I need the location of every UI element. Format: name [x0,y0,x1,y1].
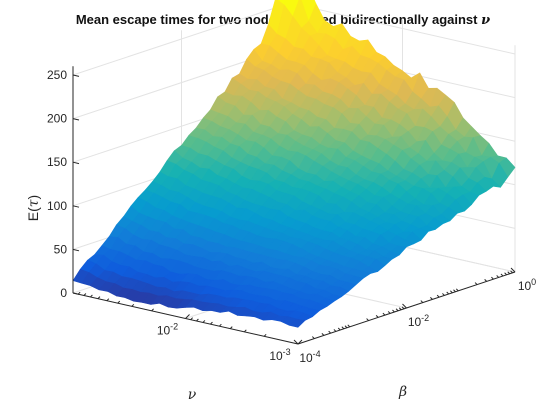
y-tick-mark [402,303,407,309]
x-minor-tick [243,329,247,333]
y-minor-tick [510,270,513,274]
y-minor-tick [366,318,369,321]
surface-layer [72,0,516,328]
z-tick-mark [72,248,80,252]
z-tick-mark [72,118,80,121]
y-tick-mark [510,267,516,273]
x-minor-tick [210,321,213,325]
z-tick-label: 250 [47,68,67,82]
y-minor-tick [491,276,494,280]
x-minor-tick [202,320,206,323]
y-minor-tick [430,297,433,300]
x-minor-tick [229,326,233,330]
y-tick-label: 10-2 [408,313,429,329]
y-minor-tick [387,311,391,314]
x-minor-tick [97,296,101,300]
y-minor-tick [344,325,348,329]
y-minor-tick [401,306,405,310]
y-minor-tick [333,329,337,332]
z-tick-label: 200 [47,112,67,126]
y-minor-tick [455,288,459,292]
y-minor-tick [347,324,351,328]
x-axis-label: ν [188,387,197,403]
y-axis-label: β [398,384,407,400]
y-minor-tick [375,315,379,318]
y-minor-tick [500,273,504,277]
x-tick-mark [297,339,303,345]
z-tick-label: 50 [54,242,68,256]
y-minor-tick [453,289,456,293]
y-minor-tick [449,290,453,294]
y-minor-tick [395,308,399,312]
y-minor-tick [442,293,445,296]
y-minor-tick [392,309,395,313]
y-minor-tick [507,271,511,275]
z-tick-mark [72,74,80,77]
y-tick-mark [293,339,299,345]
z-tick-mark [72,161,80,165]
x-minor-tick [77,291,81,295]
y-tick-label: 100 [518,277,536,293]
x-minor-tick [83,293,87,296]
y-tick-label: 10-4 [299,349,320,365]
x-minor-tick [151,308,154,312]
y-minor-tick [328,330,332,334]
z-tick-label: 0 [60,286,67,300]
x-minor-tick [190,317,194,321]
y-minor-tick [321,333,325,336]
z-tick-mark [72,205,80,208]
y-minor-tick [337,327,341,331]
y-minor-tick [420,300,424,303]
y-minor-tick [496,275,500,278]
y-minor-tick [382,312,386,316]
x-minor-tick [263,333,267,337]
x-tick-label: 10-2 [157,322,178,338]
y-minor-tick [311,336,315,339]
y-minor-tick [504,272,507,276]
y-minor-tick [484,279,487,282]
z-axis-label: E(τ) [25,195,42,221]
x-tick-mark [185,314,190,319]
surface-patch [288,318,306,328]
y-minor-tick [436,294,440,298]
x-minor-tick [131,303,135,307]
x-minor-tick [106,298,110,302]
z-tick-mark [72,292,80,295]
y-minor-tick [398,307,402,311]
y-minor-tick [341,326,345,330]
x-tick-label: 10-3 [269,347,290,363]
x-minor-tick [117,300,121,304]
tick-layer: 0 50 100 150 200 250 10-2 10-3 10-4 10-2 100 [47,68,536,365]
z-tick-label: 150 [47,155,67,169]
y-minor-tick [474,282,478,285]
x-minor-tick [196,318,199,322]
z-tick-label: 100 [47,199,67,213]
y-minor-tick [446,291,450,295]
x-minor-tick [219,323,222,327]
x-minor-tick [90,294,93,298]
